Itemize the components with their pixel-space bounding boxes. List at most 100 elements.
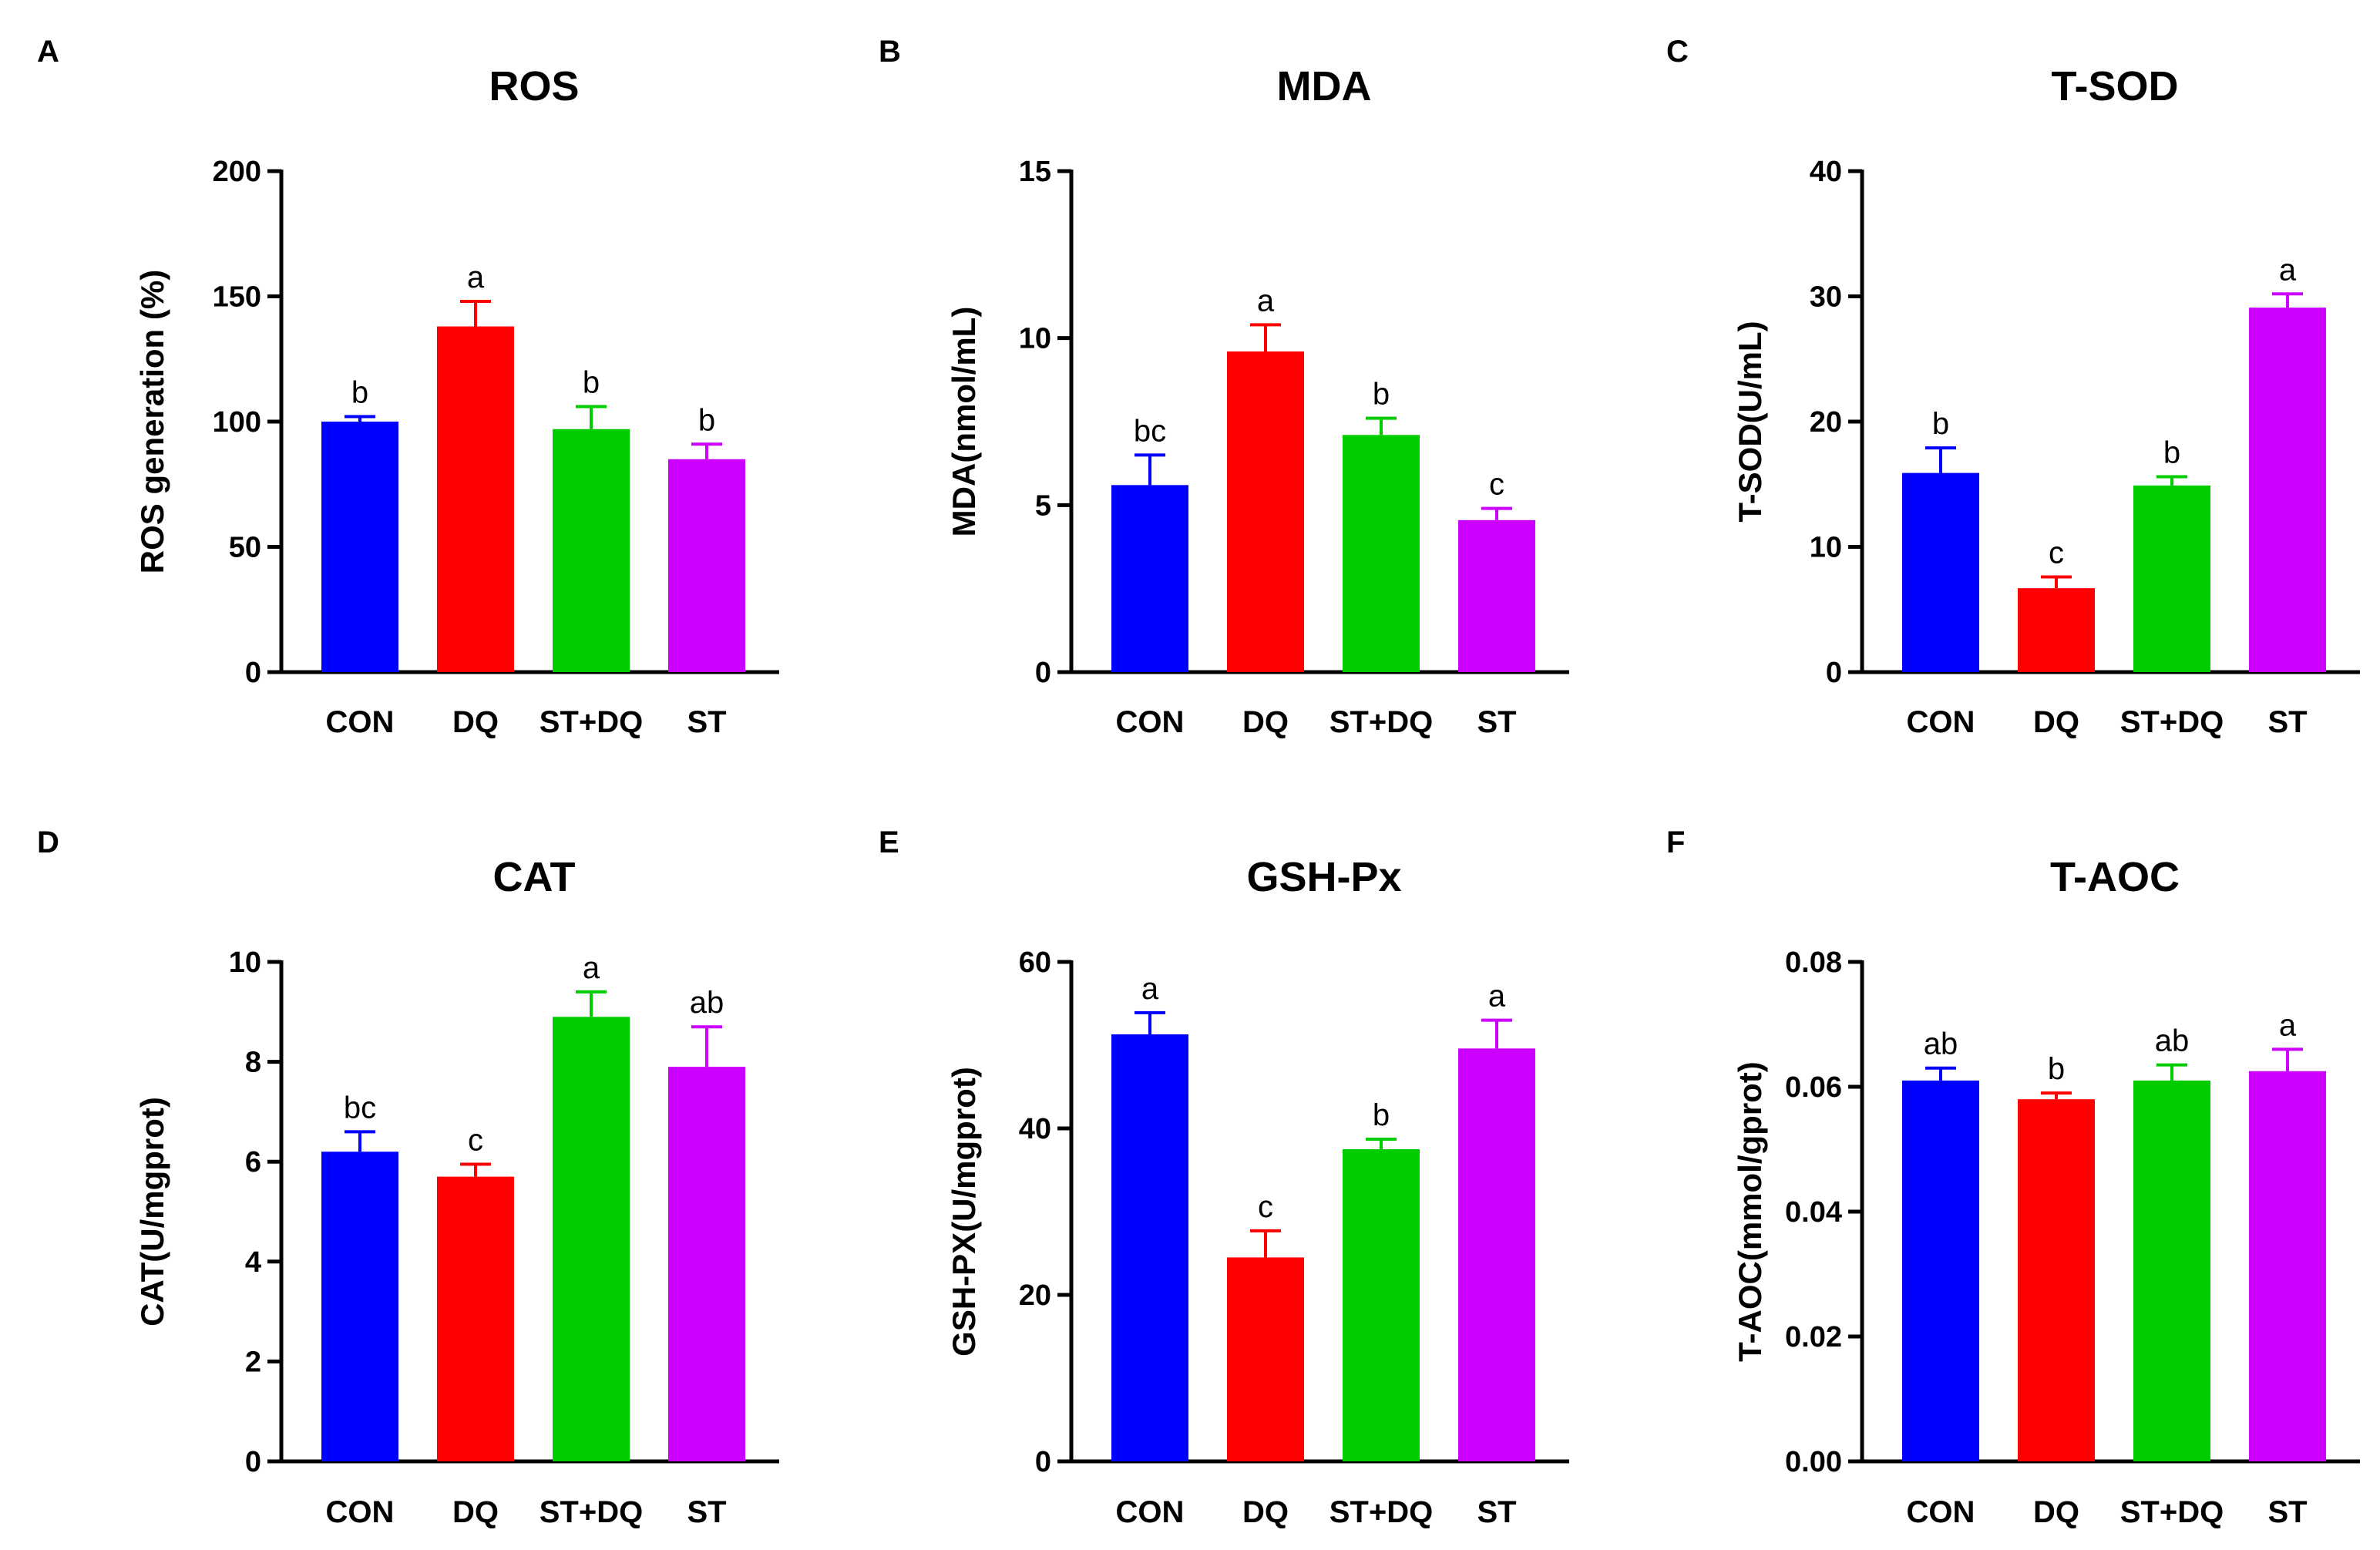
y-tick-label: 20	[1019, 1279, 1051, 1312]
category-label: ST+DQ	[2120, 1495, 2224, 1529]
bar	[668, 1067, 745, 1461]
significance-label: c	[2049, 536, 2064, 570]
panel-letter: D	[37, 825, 59, 859]
y-tick-label: 0.08	[1785, 946, 1842, 979]
category-label: ST	[1477, 1495, 1516, 1529]
bar	[553, 1017, 630, 1461]
y-tick-label: 10	[1810, 532, 1842, 564]
bar	[2018, 1099, 2095, 1461]
category-label: DQ	[452, 1495, 499, 1529]
bar	[1902, 1080, 1979, 1461]
bar	[1343, 1149, 1420, 1461]
category-label: ST	[687, 705, 726, 739]
significance-label: a	[467, 261, 485, 294]
category-label: CON	[326, 705, 395, 739]
y-tick-label: 100	[213, 406, 261, 439]
y-tick-label: 20	[1810, 406, 1842, 439]
y-tick-label: 10	[1019, 323, 1051, 355]
significance-label: bc	[344, 1091, 376, 1125]
significance-label: ab	[690, 986, 724, 1020]
category-label: ST+DQ	[540, 705, 643, 739]
significance-label: a	[1141, 972, 1159, 1006]
bar	[1111, 1034, 1188, 1461]
bar	[321, 1152, 398, 1461]
bar	[437, 326, 514, 672]
bar	[437, 1176, 514, 1461]
category-label: ST+DQ	[2120, 705, 2224, 739]
significance-label: bc	[1134, 414, 1166, 448]
significance-label: a	[1488, 980, 1506, 1014]
y-axis-label: CAT(U/mgprot)	[134, 1097, 170, 1326]
significance-label: b	[1373, 1098, 1390, 1132]
chart-title: MDA	[1277, 63, 1372, 109]
category-label: ST	[687, 1495, 726, 1529]
y-tick-label: 50	[229, 532, 261, 564]
y-tick-label: 0	[1035, 1446, 1051, 1478]
significance-label: c	[1258, 1190, 1273, 1224]
category-label: ST+DQ	[540, 1495, 643, 1529]
y-tick-label: 30	[1810, 281, 1842, 314]
significance-label: ab	[1924, 1027, 1958, 1061]
bar	[553, 429, 630, 672]
category-label: DQ	[2033, 1495, 2079, 1529]
panel-letter: A	[37, 35, 59, 69]
y-tick-label: 60	[1019, 946, 1051, 979]
category-label: CON	[1907, 1495, 1975, 1529]
category-label: CON	[1116, 705, 1185, 739]
significance-label: b	[2048, 1052, 2065, 1086]
y-tick-label: 0	[245, 1446, 261, 1478]
category-label: ST	[2267, 1495, 2307, 1529]
bar	[2018, 588, 2095, 672]
chart-title: GSH-Px	[1246, 854, 1401, 900]
y-tick-label: 8	[245, 1047, 261, 1079]
significance-label: b	[2163, 436, 2180, 470]
significance-label: c	[1489, 468, 1504, 502]
y-tick-label: 5	[1035, 489, 1051, 522]
y-tick-label: 0	[245, 657, 261, 689]
significance-label: a	[583, 951, 600, 985]
bar	[668, 459, 745, 672]
bar	[321, 422, 398, 672]
y-tick-label: 40	[1019, 1113, 1051, 1145]
y-tick-label: 15	[1019, 156, 1051, 188]
category-label: CON	[1907, 705, 1975, 739]
bar	[1343, 435, 1420, 672]
significance-label: b	[698, 403, 715, 437]
y-tick-label: 2	[245, 1346, 261, 1378]
significance-label: b	[583, 366, 600, 400]
bar	[1227, 1257, 1304, 1461]
y-tick-label: 10	[229, 946, 261, 979]
category-label: ST+DQ	[1330, 1495, 1433, 1529]
y-tick-label: 6	[245, 1146, 261, 1178]
category-label: ST	[2267, 705, 2307, 739]
y-axis-label: ROS generation (%)	[134, 270, 170, 573]
y-tick-label: 0	[1035, 657, 1051, 689]
chart-panel-f: F T-AOC T-AOC(mmol/gprot) 0.00 0.02 0.04 0.06 0…	[1666, 825, 2360, 1529]
y-tick-label: 0.04	[1785, 1196, 1842, 1229]
y-axis-label: MDA(nmol/mL)	[946, 307, 982, 537]
bar	[1458, 519, 1535, 672]
chart-panel-a: A ROS ROS generation (%) 0 50 100 150 200 b CON a D…	[37, 35, 779, 739]
bar	[2249, 308, 2326, 672]
y-tick-label: 150	[213, 281, 261, 314]
chart-title: T-SOD	[2051, 63, 2178, 109]
bar	[2133, 485, 2210, 672]
y-axis-label: GSH-PX(U/mgprot)	[946, 1067, 982, 1357]
panel-letter: C	[1666, 35, 1689, 69]
bar	[2133, 1080, 2210, 1461]
significance-label: a	[2279, 253, 2297, 287]
y-tick-label: 0	[1826, 657, 1842, 689]
significance-label: a	[1257, 284, 1275, 318]
y-tick-label: 0.06	[1785, 1071, 1842, 1104]
chart-title: ROS	[489, 63, 579, 109]
bar	[1227, 351, 1304, 672]
category-label: ST	[1477, 705, 1516, 739]
chart-title: T-AOC	[2050, 854, 2180, 900]
panel-letter: B	[879, 35, 901, 69]
significance-label: c	[468, 1123, 483, 1157]
bar	[1458, 1048, 1535, 1461]
y-tick-label: 200	[213, 156, 261, 188]
category-label: DQ	[2033, 705, 2079, 739]
category-label: DQ	[1242, 705, 1289, 739]
